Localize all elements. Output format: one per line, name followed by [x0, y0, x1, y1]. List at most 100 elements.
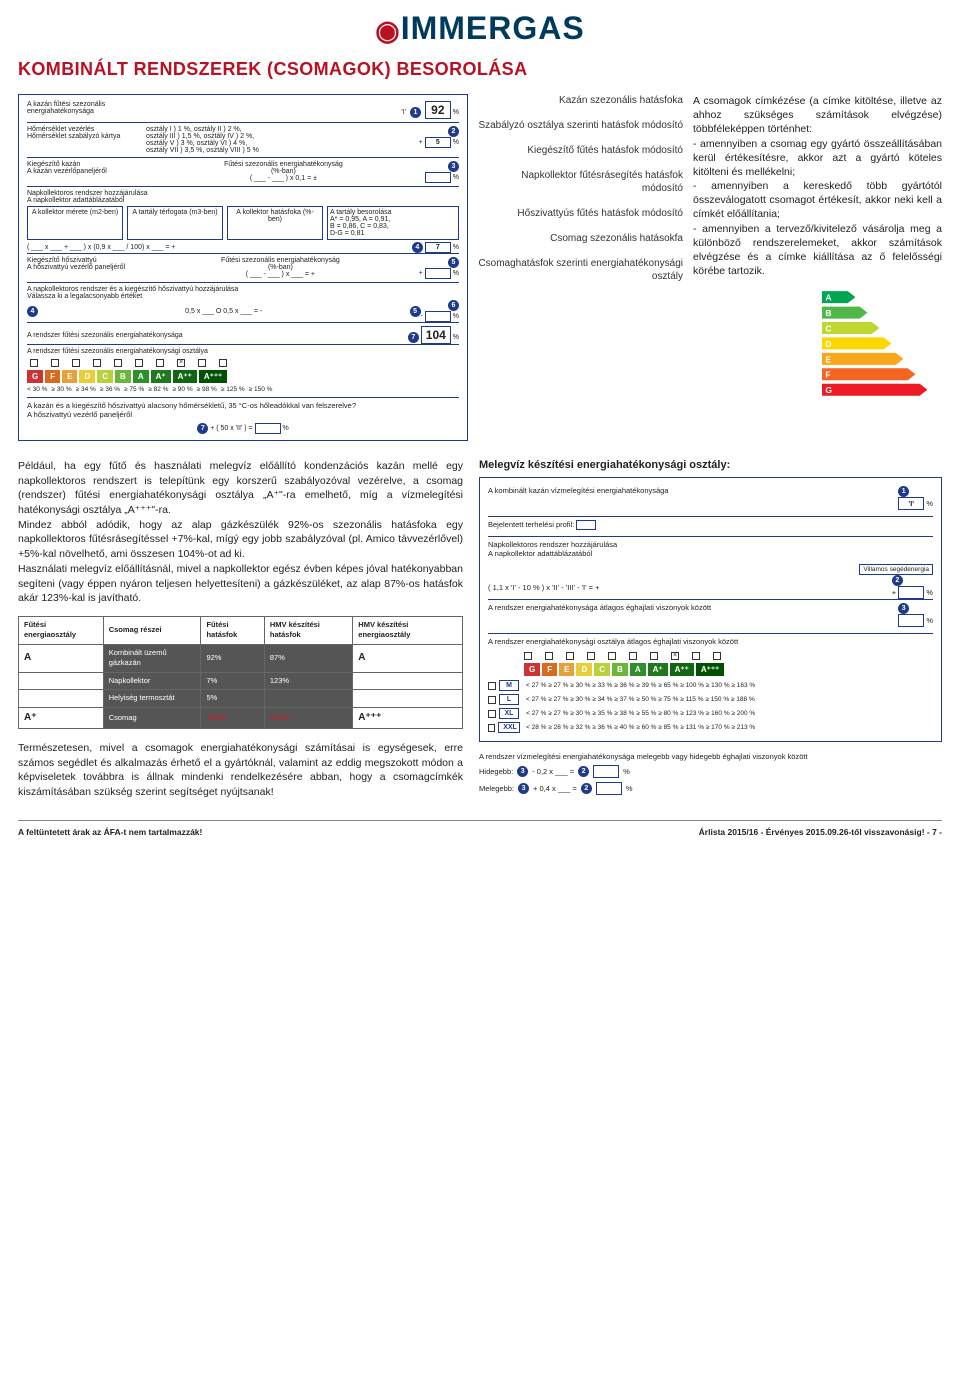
wh-bottom: A rendszer vízmelegítési energiahatékony…: [479, 752, 942, 761]
side-l7: Csomaghatásfok szerinti energiahatékonys…: [478, 257, 683, 283]
class-checkbox: [608, 652, 616, 660]
side-l2: Szabályzó osztálya szerinti hatásfok mód…: [478, 119, 683, 132]
circle-5b-icon: 5: [410, 306, 421, 317]
side-l6: Csomag szezonális hatásokfa: [478, 232, 683, 245]
row4-b: A tartály térfogata (m3-ben): [127, 206, 223, 240]
row4-label: Napkollektoros rendszer hozzájárulása A …: [27, 190, 459, 204]
class-checkbox: [198, 359, 206, 367]
svg-text:E: E: [825, 355, 831, 365]
threshold: < 30 %: [27, 386, 47, 393]
circle-7-icon: 7: [408, 332, 419, 343]
table-row: A⁺Csomag104%210%A⁺⁺⁺: [19, 707, 463, 728]
size-chip-L: L: [499, 694, 519, 705]
class-chip-G: G: [524, 663, 540, 676]
wh-circle-2-icon: 2: [892, 575, 903, 586]
circle-6-icon: 6: [448, 300, 459, 311]
threshold: ≥ 36 %: [100, 386, 120, 393]
threshold: ≥ 34 %: [76, 386, 96, 393]
threshold: ≥ 98 %: [197, 386, 217, 393]
row6-value: [425, 311, 451, 322]
size-chip-XL: XL: [499, 708, 519, 719]
thresholds: < 30 %≥ 30 %≥ 34 %≥ 36 %≥ 75 %≥ 82 %≥ 90…: [27, 386, 459, 393]
para3: Természetesen, mivel a csomagok energiah…: [18, 741, 463, 800]
row7-label: A rendszer fűtési szezonális energiahaté…: [27, 332, 408, 339]
wh-hidegebb: Hidegebb:: [479, 767, 513, 776]
footer-left: A feltüntetett árak az ÁFA-t nem tartalm…: [18, 827, 202, 837]
wh-circle-3c-icon: 3: [518, 783, 529, 794]
class-checkbox: [114, 359, 122, 367]
svg-text:C: C: [825, 324, 831, 334]
heating-label-box: A kazán fűtési szezonális energiahatékon…: [18, 94, 468, 441]
wh-circle-3-icon: 3: [898, 603, 909, 614]
row5-label: Kiegészítő hőszivattyú A hőszivattyú vez…: [27, 257, 142, 271]
class-chip-G: G: [27, 370, 43, 383]
flame-icon: ◉: [375, 14, 400, 47]
class-checkbox: ×: [177, 359, 185, 367]
wh-circle-2b-icon: 2: [578, 766, 589, 777]
wh-r5: A rendszer energiahatékonysági osztálya …: [488, 633, 933, 646]
class-chip-C: C: [594, 663, 610, 676]
wh-r3-formula: ( 1,1 x 'I' - 10 % ) x 'II' - 'III' - 'I…: [488, 583, 892, 592]
class-chip-F: F: [45, 370, 60, 383]
svg-text:F: F: [825, 370, 830, 380]
row4-c: A kollektor hatásfoka (%-ben): [227, 206, 323, 240]
class-checkbox: [156, 359, 164, 367]
class-checkbox: [692, 652, 700, 660]
row4-a: A kollektor mérete (m2-ben): [27, 206, 123, 240]
row2-label: Hőmérséklet vezérlés Hőmérséklet szabály…: [27, 126, 142, 140]
svg-text:D: D: [825, 339, 831, 349]
row3-label: Kiegészítő kazán A kazán vezérlőpaneljér…: [27, 161, 142, 175]
row8-label: A rendszer fűtési szezonális energiahaté…: [27, 344, 459, 355]
footer-right: Árlista 2015/16 - Érvényes 2015.09.26-tő…: [699, 827, 942, 837]
brand-logo: ◉IMMERGAS: [18, 10, 942, 47]
circle-5-icon: 5: [448, 257, 459, 268]
para2: Például, ha egy fűtő és használati meleg…: [18, 459, 463, 606]
class-chip-C: C: [97, 370, 113, 383]
wh-r3: Napkollektoros rendszer hozzájárulása A …: [488, 536, 933, 558]
class-chip-A: A: [133, 370, 149, 383]
row5-value: [425, 268, 451, 279]
class-checkbox: [135, 359, 143, 367]
note1-formula: + ( 50 x 'II' ) =: [210, 425, 252, 432]
wh-class-bar: GFEDCBAA⁺A⁺⁺A⁺⁺⁺: [524, 663, 933, 676]
row4-value: 7: [425, 242, 451, 253]
wh-r2: Bejelentett terhelési profil:: [488, 520, 574, 529]
side-l3: Kiegészítő fűtés hatásfok módosító: [478, 144, 683, 157]
table-row: Helyiség termosztát5%: [19, 690, 463, 708]
energy-arrows-icon: ABCDEFG: [822, 286, 942, 406]
row3-value: [425, 172, 451, 183]
class-chip-E: E: [62, 370, 77, 383]
class-chip-E: E: [559, 663, 574, 676]
circle-3-icon: 3: [448, 161, 459, 172]
package-table: Fűtési energiaosztályCsomag részeiFűtési…: [18, 616, 463, 729]
wh-hidegebb-f: - 0,2 x ___ =: [532, 767, 574, 776]
threshold: ≥ 90 %: [172, 386, 192, 393]
row1-value: 92: [425, 101, 451, 119]
side-labels: Kazán szezonális hatásfoka Szabályzó osz…: [478, 94, 683, 445]
size-chip-XXL: XXL: [498, 722, 520, 733]
explanation-text: A csomagok címkézése (a címke kitöltése,…: [693, 94, 942, 278]
class-checkbox: [72, 359, 80, 367]
class-checkbox: [93, 359, 101, 367]
row2-value: 5: [425, 137, 451, 148]
class-checkbox: [650, 652, 658, 660]
wh-r1: A kombinált kazán vízmelegítési energiah…: [488, 486, 898, 510]
row7-value: 104: [421, 326, 451, 344]
class-checkbox: [545, 652, 553, 660]
class-chip-A⁺⁺: A⁺⁺: [173, 370, 197, 383]
wh-melegebb: Melegebb:: [479, 784, 514, 793]
class-checkbox: [566, 652, 574, 660]
row5-formula: ( ___ - ___ ) x ___ = +: [146, 271, 415, 278]
note1: A kazán és a kiegészítő hőszivattyú alac…: [27, 397, 459, 419]
class-checkbox: [30, 359, 38, 367]
row4-formula: ( ___ x ___ + ___ ) x (0,9 x ___ / 100) …: [27, 244, 412, 251]
row6-formula: 0,5 x ___ O 0,5 x ___ = -: [38, 308, 410, 315]
wh-r1-v: 'I': [898, 497, 924, 510]
wh-melegebb-f: + 0,4 x ___ =: [533, 784, 577, 793]
row1-label: A kazán fűtési szezonális energiahatékon…: [27, 101, 142, 115]
circle-7b-icon: 7: [197, 423, 208, 434]
class-chip-D: D: [576, 663, 592, 676]
class-checkbox: [713, 652, 721, 660]
wh-r4: A rendszer energiahatékonysága átlagos é…: [488, 603, 898, 627]
wh-circle-2c-icon: 2: [581, 783, 592, 794]
